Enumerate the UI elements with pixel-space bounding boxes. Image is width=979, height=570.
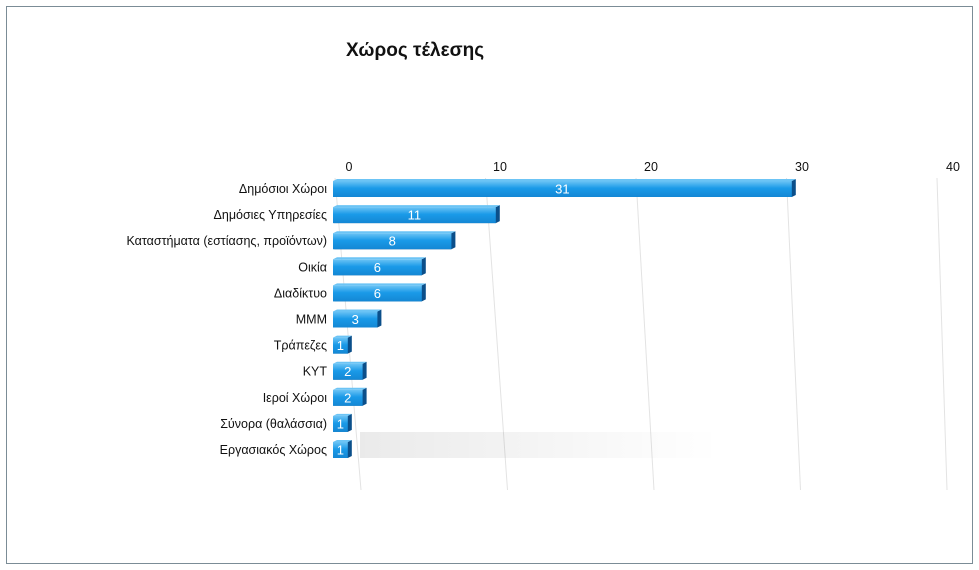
x-tick-label: 0 [346,160,353,174]
category-label: Δημόσιοι Χώροι [239,182,327,196]
data-label: 3 [352,312,359,327]
data-label: 1 [337,416,344,431]
bar-top [333,309,382,312]
data-label: 6 [374,286,381,301]
category-label: Εργασιακός Χώρος [220,443,327,457]
data-label: 6 [374,260,381,275]
bar-group: 8 [333,231,456,250]
category-label: ΚΥΤ [303,365,328,379]
bar [333,311,378,328]
category-label: ΜΜΜ [296,313,327,327]
bar [333,442,348,458]
data-label: 1 [337,443,344,458]
category-label: Καταστήματα (εστίασης, προϊόντων) [126,234,327,248]
bar [333,233,452,250]
data-label: 2 [344,364,351,379]
bar [333,207,496,224]
gridline [786,177,801,491]
data-label: 1 [337,338,344,353]
category-label: Τράπεζες [274,339,327,353]
bar-group: 6 [333,257,426,276]
chart-title: Χώρος τέλεσης [346,40,485,61]
data-label: 2 [344,390,351,405]
bar [333,415,348,432]
bar-top [333,387,367,390]
gridline [936,177,948,491]
data-label: 8 [389,234,396,249]
bar-group: 6 [333,283,426,302]
category-label: Διαδίκτυο [274,286,327,300]
bar [333,181,792,197]
category-label: Ιεροί Χώροι [263,391,328,405]
data-label: 11 [408,208,422,223]
bar-group: 11 [333,205,500,224]
x-tick-label: 10 [493,160,507,174]
bar-top [333,283,426,286]
bar [333,285,422,302]
category-label: Δημόσιες Υπηρεσίες [214,208,327,222]
bar-top [333,335,352,338]
bar [333,389,363,406]
bar-top [333,413,352,416]
bar [333,259,422,276]
bar-group: 2 [333,361,367,380]
chart-frame [6,6,973,564]
bar-group: 31 [333,179,796,197]
bar-top [333,231,456,234]
bar [333,337,348,354]
x-tick-label: 30 [795,160,809,174]
bar-top [333,257,426,260]
bar-top [333,205,500,208]
x-tick-label: 40 [946,160,960,174]
bar-group: 1 [333,335,352,354]
bar-top [333,179,796,181]
bar [333,363,363,380]
category-label: Σύνορα (θαλάσσια) [220,417,327,431]
bar-group: 2 [333,387,367,406]
x-tick-label: 20 [644,160,658,174]
floor-shadow [360,432,720,458]
bar-group: 1 [333,440,352,458]
bar-group: 3 [333,309,382,328]
bar-top [333,440,352,442]
gridline [334,177,362,491]
bar-group: 1 [333,413,352,432]
category-label: Οικία [298,260,327,274]
bar-top [333,361,367,364]
data-label: 31 [555,182,569,197]
